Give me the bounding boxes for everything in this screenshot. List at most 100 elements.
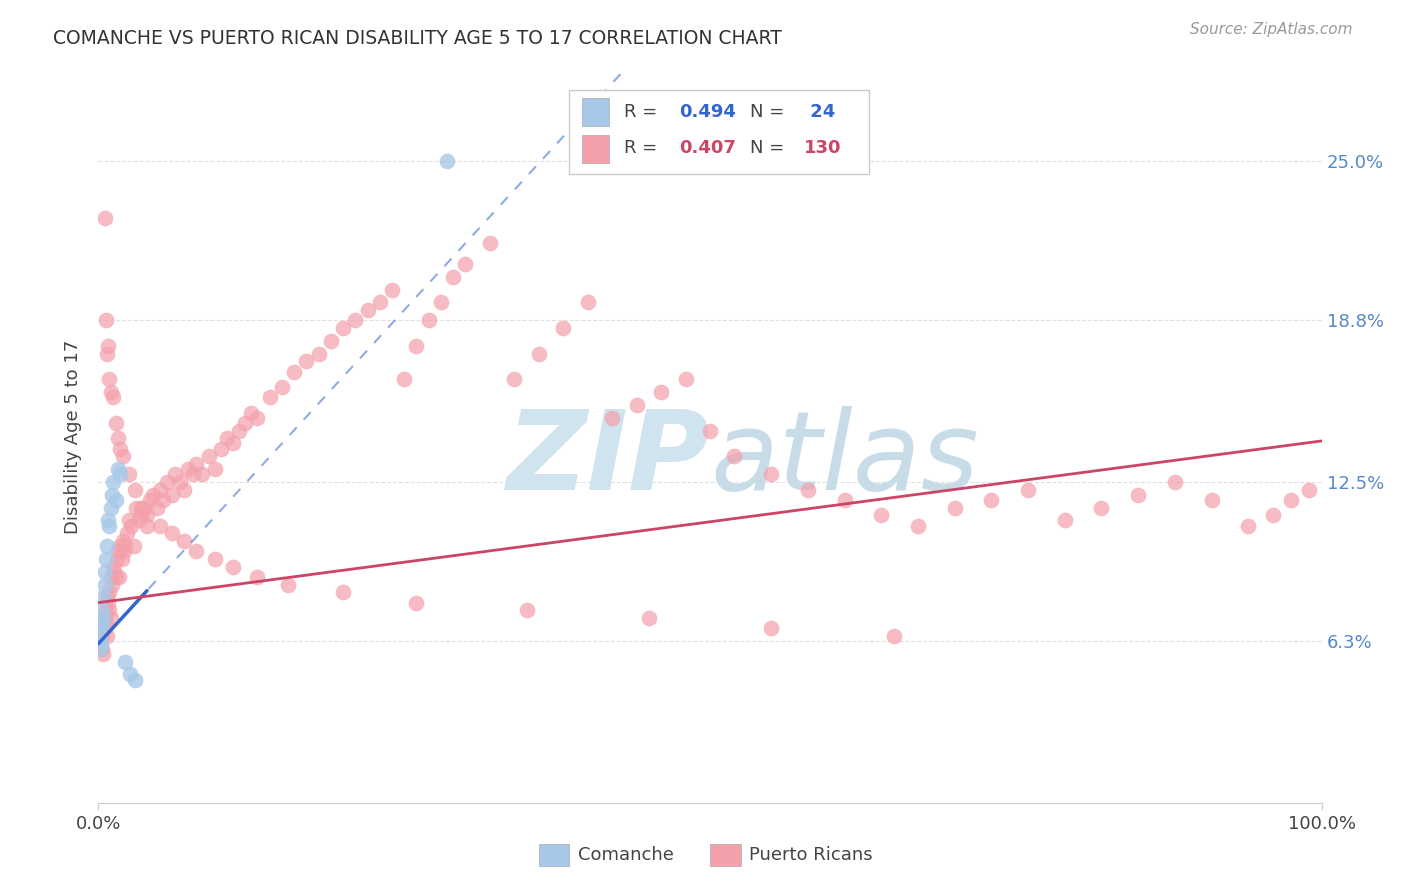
Point bbox=[356, 303, 378, 318]
Point bbox=[430, 295, 453, 310]
Point bbox=[101, 390, 124, 404]
Point bbox=[626, 398, 648, 412]
FancyBboxPatch shape bbox=[538, 844, 569, 866]
Point bbox=[160, 488, 183, 502]
Point bbox=[114, 655, 136, 669]
Point bbox=[100, 500, 122, 515]
Point bbox=[1298, 483, 1320, 497]
Point bbox=[112, 544, 135, 558]
Point bbox=[132, 500, 155, 515]
Point bbox=[89, 629, 111, 643]
Text: 0.407: 0.407 bbox=[679, 139, 737, 157]
Point bbox=[418, 313, 440, 327]
Point bbox=[173, 534, 195, 549]
Text: atlas: atlas bbox=[710, 406, 979, 513]
Point bbox=[97, 514, 120, 528]
Text: 130: 130 bbox=[804, 139, 842, 157]
Point bbox=[441, 269, 464, 284]
Point bbox=[124, 673, 146, 687]
Point bbox=[107, 544, 129, 558]
Point bbox=[332, 585, 354, 599]
Text: 24: 24 bbox=[804, 103, 835, 120]
Point bbox=[344, 313, 367, 327]
Point bbox=[94, 313, 117, 327]
Point bbox=[152, 492, 174, 507]
Point bbox=[156, 475, 179, 489]
Point bbox=[101, 475, 124, 489]
FancyBboxPatch shape bbox=[569, 90, 869, 174]
Point bbox=[204, 462, 226, 476]
Point bbox=[246, 570, 269, 584]
Point bbox=[576, 295, 599, 310]
Point bbox=[308, 346, 330, 360]
Point bbox=[107, 431, 129, 445]
Point bbox=[91, 616, 114, 631]
Point bbox=[240, 406, 263, 420]
Point bbox=[332, 321, 354, 335]
Point bbox=[120, 667, 142, 681]
Point bbox=[381, 283, 404, 297]
Point bbox=[107, 462, 129, 476]
Point bbox=[125, 500, 148, 515]
Point bbox=[90, 621, 112, 635]
Point bbox=[110, 442, 132, 456]
Point bbox=[277, 577, 299, 591]
Text: 0.494: 0.494 bbox=[679, 103, 737, 120]
Point bbox=[943, 500, 966, 515]
Point bbox=[405, 596, 427, 610]
Point bbox=[139, 492, 162, 507]
Point bbox=[93, 611, 115, 625]
Point bbox=[637, 611, 661, 625]
Point bbox=[101, 577, 124, 591]
Point bbox=[173, 483, 195, 497]
FancyBboxPatch shape bbox=[582, 98, 609, 127]
Text: Source: ZipAtlas.com: Source: ZipAtlas.com bbox=[1189, 22, 1353, 37]
Point bbox=[118, 514, 141, 528]
Point bbox=[110, 539, 132, 553]
Point bbox=[600, 410, 623, 425]
Text: Comanche: Comanche bbox=[578, 846, 673, 863]
Point bbox=[723, 450, 745, 464]
Point bbox=[222, 436, 245, 450]
Point bbox=[136, 508, 159, 523]
Point bbox=[186, 544, 208, 558]
Point bbox=[93, 621, 115, 635]
Point bbox=[103, 565, 125, 579]
FancyBboxPatch shape bbox=[582, 135, 609, 163]
Point bbox=[129, 500, 152, 515]
Point bbox=[110, 467, 132, 482]
Point bbox=[101, 488, 124, 502]
Point bbox=[761, 467, 783, 482]
Point bbox=[93, 211, 115, 225]
Point bbox=[136, 518, 159, 533]
Point bbox=[1279, 492, 1302, 507]
Point bbox=[209, 442, 232, 456]
Point bbox=[650, 385, 672, 400]
Point bbox=[527, 346, 550, 360]
Point bbox=[105, 552, 128, 566]
Point bbox=[129, 508, 152, 523]
Point bbox=[100, 385, 122, 400]
Point bbox=[761, 621, 783, 635]
Point bbox=[97, 339, 120, 353]
Point bbox=[91, 591, 114, 605]
Point bbox=[454, 257, 477, 271]
Point bbox=[553, 321, 575, 335]
Point bbox=[215, 431, 238, 445]
Point bbox=[104, 570, 127, 584]
Point bbox=[246, 410, 269, 425]
Point bbox=[392, 372, 416, 386]
Point bbox=[98, 372, 121, 386]
Point bbox=[111, 450, 134, 464]
Point bbox=[122, 539, 145, 553]
Point bbox=[191, 467, 214, 482]
Point bbox=[699, 424, 721, 438]
Point bbox=[233, 416, 256, 430]
Text: N =: N = bbox=[751, 139, 790, 157]
Point bbox=[160, 526, 183, 541]
Point bbox=[100, 570, 122, 584]
Point bbox=[907, 518, 929, 533]
Point bbox=[98, 585, 121, 599]
Y-axis label: Disability Age 5 to 17: Disability Age 5 to 17 bbox=[63, 340, 82, 534]
Point bbox=[177, 462, 200, 476]
